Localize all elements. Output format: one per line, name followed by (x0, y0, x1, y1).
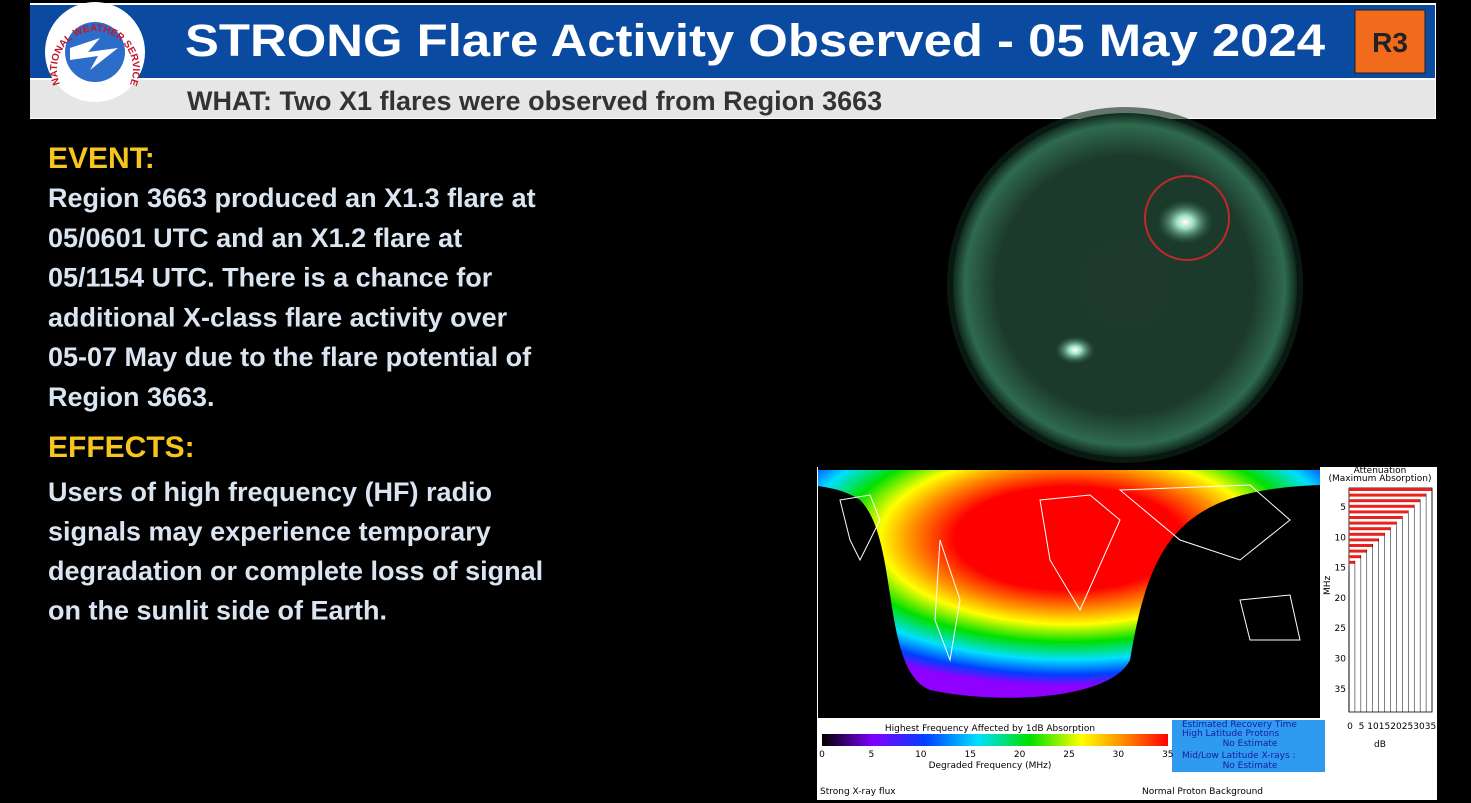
db-tick-label: 25 (1402, 722, 1413, 732)
recovery-title: Estimated Recovery Time (1182, 720, 1297, 730)
colorbar-tick-label: 5 (869, 750, 875, 760)
effects-line: degradation or complete loss of signal (48, 556, 543, 586)
effects-line: signals may experience temporary (48, 517, 491, 547)
mid-low-label: Mid/Low Latitude X-rays : (1182, 751, 1296, 761)
attenuation-bar (1349, 504, 1415, 508)
effects-line: Users of high frequency (HF) radio (48, 477, 492, 507)
event-line: additional X-class flare activity over (48, 302, 508, 332)
attenuation-bar (1349, 510, 1409, 514)
db-tick-label: 5 (1359, 722, 1365, 732)
db-tick-label: 0 (1347, 722, 1353, 732)
attenuation-bar (1349, 532, 1385, 536)
scale-badge: R3 (1372, 27, 1408, 58)
high-lat-value: No Estimate (1223, 739, 1278, 749)
colorbar-tick-label: 0 (819, 750, 825, 760)
flare-region (1157, 200, 1213, 244)
colorbar-title: Highest Frequency Affected by 1dB Absorp… (885, 724, 1095, 734)
event-line: Region 3663 produced an X1.3 flare at (48, 183, 536, 213)
attenuation-bar (1349, 555, 1361, 559)
scale-badge-box (1354, 9, 1426, 74)
attenuation-bar (1349, 544, 1373, 547)
text-body: Region 3663 produced an X1.3 flare at 05/… (48, 183, 543, 626)
attenuation-subtitle: (Maximum Absorption) (1329, 474, 1432, 484)
db-tick-label: 35 (1425, 722, 1436, 732)
attenuation-bar (1349, 527, 1391, 531)
db-tick-label: 20 (1390, 722, 1402, 732)
title-bar (30, 5, 1435, 78)
mhz-tick-label: 30 (1335, 655, 1347, 665)
db-tick-label: 30 (1413, 722, 1425, 732)
active-region (1055, 336, 1095, 364)
sun-disk (953, 113, 1297, 457)
high-lat-label: High Latitude Protons (1182, 729, 1279, 739)
xray-status: Strong X-ray flux (820, 787, 896, 797)
logo-bolt (70, 38, 118, 70)
mhz-tick-label: 35 (1335, 685, 1346, 695)
colorbar-tick-label: 35 (1162, 750, 1173, 760)
attenuation-panel (1325, 467, 1437, 718)
attenuation-bar (1349, 516, 1403, 519)
proton-status: Normal Proton Background (1142, 787, 1263, 797)
flare-circle (1144, 175, 1230, 261)
mid-low-value: No Estimate (1223, 761, 1278, 771)
attenuation-bar (1349, 488, 1432, 491)
colorbar-tick-label: 30 (1113, 750, 1125, 760)
mhz-tick-label: 25 (1335, 624, 1346, 634)
event-line: 05-07 May due to the flare potential of (48, 342, 532, 372)
db-label: dB (1374, 740, 1386, 750)
db-tick-label: 10 (1367, 722, 1379, 732)
attenuation-bar (1349, 521, 1397, 525)
event-heading: EVENT: (48, 142, 155, 175)
db-tick-label: 15 (1379, 722, 1390, 732)
colorbar-tick-label: 20 (1014, 750, 1026, 760)
attenuation-bar (1349, 560, 1355, 564)
effects-line: on the sunlit side of Earth. (48, 596, 387, 626)
attenuation-bar (1349, 538, 1379, 542)
attenuation-bar (1349, 549, 1367, 553)
colorbar (822, 734, 1168, 746)
mhz-tick-label: 15 (1335, 564, 1346, 574)
event-line: Region 3663. (48, 382, 215, 412)
attenuation-bar (1349, 493, 1427, 497)
colorbar-tick-label: 25 (1063, 750, 1074, 760)
effects-heading: EFFECTS: (48, 431, 195, 464)
subtitle: WHAT: Two X1 flares were observed from R… (187, 86, 882, 116)
recovery-box (1172, 720, 1325, 772)
coastlines (839, 484, 1301, 662)
event-line: 05/1154 UTC. There is a chance for (48, 263, 493, 293)
mhz-tick-label: 5 (1340, 503, 1346, 513)
attenuation-title: Attenuation (1354, 466, 1407, 476)
subtitle-bar (30, 80, 1435, 118)
mhz-tick-label: 20 (1335, 594, 1347, 604)
attenuation-bar (1349, 499, 1421, 503)
colorbar-label: Degraded Frequency (MHz) (929, 761, 1052, 771)
title: STRONG Flare Activity Observed - 05 May … (185, 15, 1325, 66)
absorption-area (818, 470, 1320, 698)
colorbar-tick-label: 15 (964, 750, 975, 760)
event-line: 05/0601 UTC and an X1.2 flare at (48, 223, 462, 253)
colorbar-tick-label: 10 (915, 750, 927, 760)
mhz-tick-label: 10 (1335, 533, 1347, 543)
mhz-label: MHz (1323, 575, 1333, 595)
